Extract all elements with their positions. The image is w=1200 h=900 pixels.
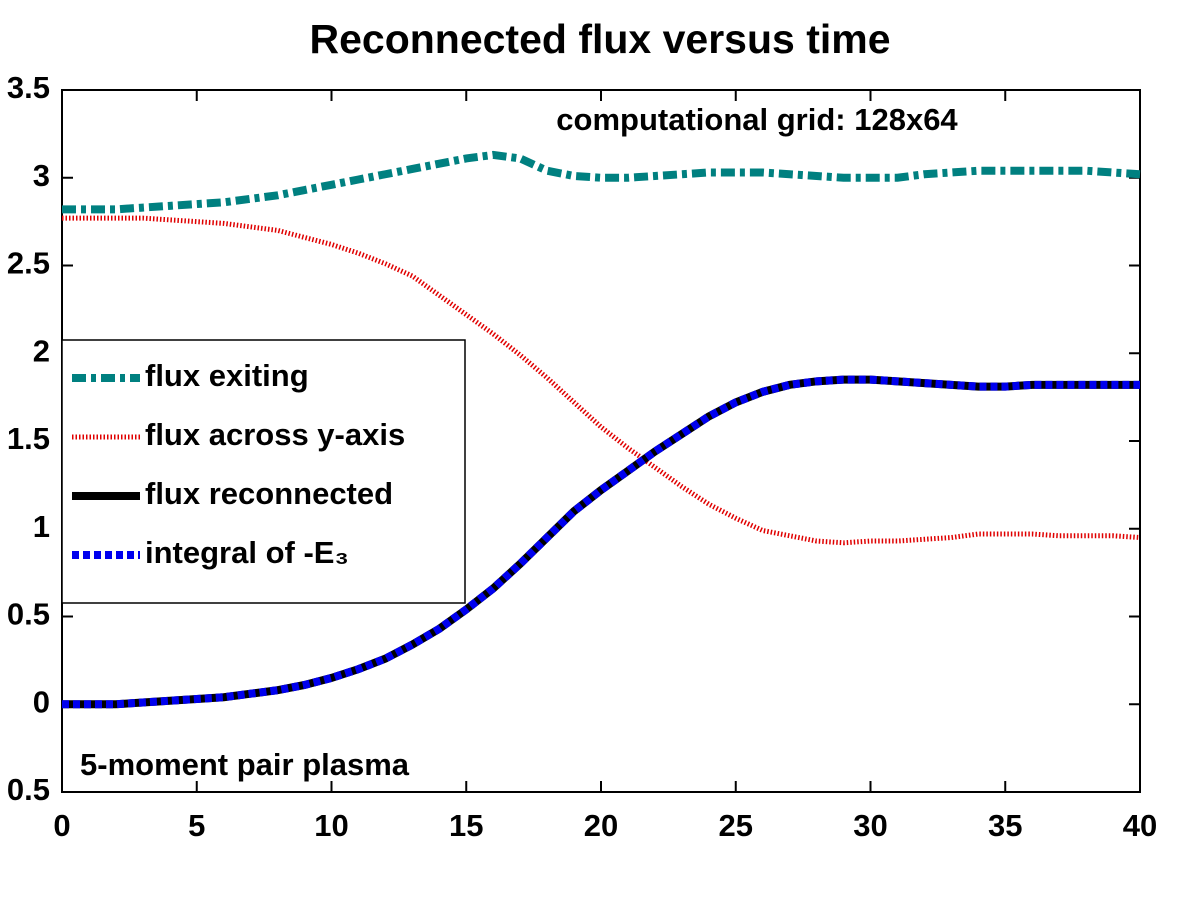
y-tick-label: 3.5 [7, 70, 50, 105]
y-tick-label: 2.5 [7, 246, 50, 281]
x-tick-label: 10 [314, 808, 348, 843]
annotation: 5-moment pair plasma [80, 747, 410, 782]
legend: flux exiting flux across y-axis flux recon… [61, 339, 466, 604]
x-tick-label: 25 [719, 808, 753, 843]
legend-label: flux exiting [145, 358, 309, 393]
legend-label: flux across y-axis [145, 417, 405, 452]
series-line [62, 215, 1141, 546]
x-tick-label: 15 [449, 808, 483, 843]
series-line [62, 375, 1140, 709]
legend-box [61, 339, 466, 604]
y-tick-label: 3 [33, 158, 50, 193]
y-tick-label: 1.5 [7, 421, 50, 456]
x-tick-label: 30 [853, 808, 887, 843]
y-tick-label: 1 [33, 509, 50, 544]
chart-title: Reconnected flux versus time [309, 16, 890, 62]
x-tick-label: 0 [53, 808, 70, 843]
y-tick-label: 0 [33, 684, 50, 719]
x-tick-label: 5 [188, 808, 205, 843]
y-tick-label: 2 [33, 333, 50, 368]
series-line [62, 150, 1141, 214]
y-tick-label: 0.5 [7, 772, 50, 807]
x-tick-label: 40 [1123, 808, 1157, 843]
annotation: computational grid: 128x64 [556, 102, 958, 137]
legend-label: flux reconnected [145, 476, 393, 511]
x-tick-label: 35 [988, 808, 1022, 843]
legend-label: integral of -E₃ [145, 535, 349, 570]
y-tick-label: 0.5 [7, 597, 50, 632]
x-tick-label: 20 [584, 808, 618, 843]
